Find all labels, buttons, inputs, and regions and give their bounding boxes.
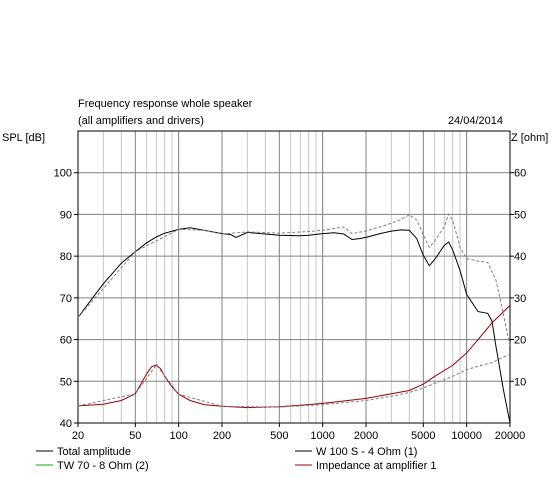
chart-title: Frequency response whole speaker (78, 98, 253, 110)
legend-label: Impedance at amplifier 1 (316, 460, 436, 472)
y-tick-label: 60 (60, 335, 72, 347)
y-tick-label: 70 (60, 293, 72, 305)
x-tick-label: 50 (129, 430, 141, 442)
series-line (77, 227, 511, 424)
y2-tick-label: 50 (514, 209, 526, 221)
x-tick-label: 2000 (354, 430, 378, 442)
x-tick-label: 5000 (411, 430, 435, 442)
series-line (77, 305, 511, 409)
x-tick-label: 10000 (451, 430, 482, 442)
x-tick-label: 20000 (495, 430, 526, 442)
legend-label: W 100 S - 4 Ohm (1) (316, 446, 417, 458)
x-axis-ticks: 20 50 100 200 500 1000 2000 5000 10000 20000 (72, 423, 525, 442)
y-tick-label: 50 (60, 376, 72, 388)
y-tick-label: 40 (60, 418, 72, 430)
y-axis-ticks: 40 50 60 70 80 90 100 (54, 168, 78, 430)
series-line (77, 354, 511, 408)
y-tick-label: 100 (54, 168, 72, 180)
chart-date: 24/04/2014 (448, 115, 503, 127)
y2-tick-label: 60 (514, 168, 526, 180)
grid (78, 131, 510, 423)
legend-label: TW 70 - 8 Ohm (2) (57, 460, 149, 472)
legend: Total amplitude W 100 S - 4 Ohm (1) TW 70 … (36, 446, 436, 472)
series-line (77, 212, 511, 347)
y-axis-label-right: Z [ohm] (511, 132, 548, 144)
x-tick-label: 20 (72, 430, 84, 442)
y-axis-label-left: SPL [dB] (2, 132, 45, 144)
y2-tick-label: 20 (514, 335, 526, 347)
x-tick-label: 200 (213, 430, 231, 442)
y2-axis-ticks: 10 20 30 40 50 60 (510, 168, 526, 388)
chart-subtitle: (all amplifiers and drivers) (78, 115, 204, 127)
x-tick-label: 100 (169, 430, 187, 442)
plot-frame (77, 130, 511, 424)
y-tick-label: 80 (60, 251, 72, 263)
legend-label: Total amplitude (57, 446, 131, 458)
x-tick-label: 1000 (310, 430, 334, 442)
y-tick-label: 90 (60, 209, 72, 221)
x-tick-label: 500 (270, 430, 288, 442)
y2-tick-label: 10 (514, 376, 526, 388)
y2-tick-label: 40 (514, 251, 526, 263)
series-lines (77, 212, 511, 424)
y2-tick-label: 30 (514, 293, 526, 305)
